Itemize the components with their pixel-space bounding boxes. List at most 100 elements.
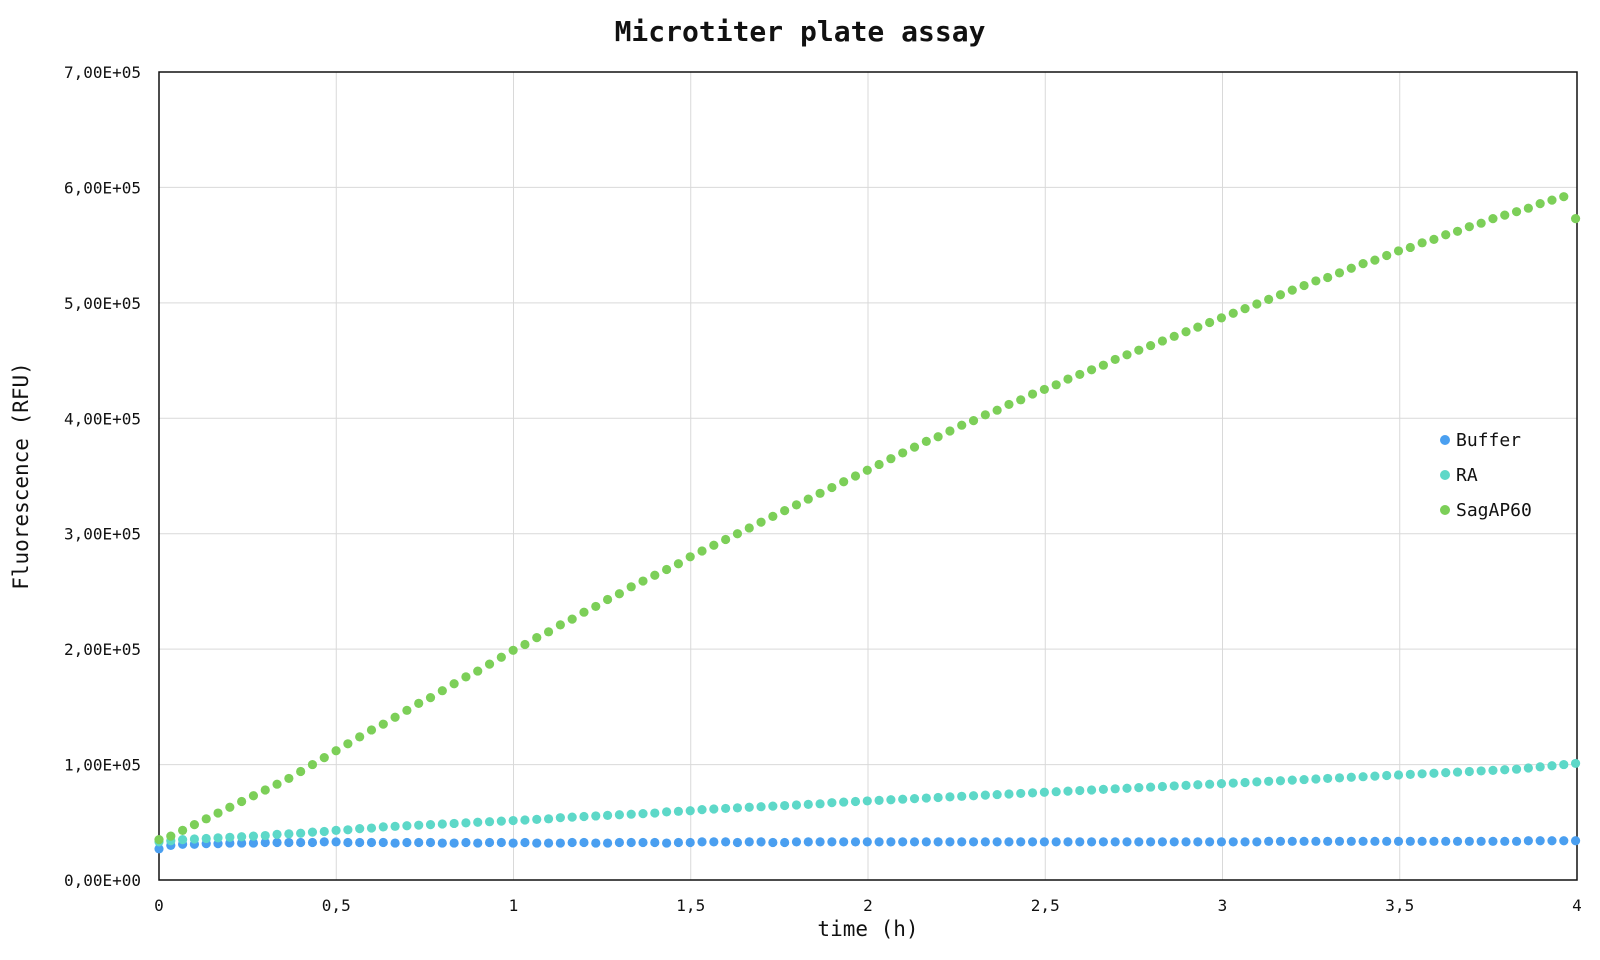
- data-point: [1382, 770, 1392, 781]
- data-point: [602, 810, 613, 820]
- data-point: [1016, 788, 1026, 799]
- data-point: [343, 739, 353, 749]
- data-point: [555, 838, 565, 848]
- data-point: [732, 529, 743, 539]
- data-point: [1016, 837, 1026, 847]
- data-point: [1216, 837, 1227, 847]
- data-point: [768, 511, 778, 521]
- data-point: [756, 802, 766, 812]
- data-point: [1311, 836, 1321, 846]
- data-point: [425, 693, 436, 703]
- data-point: [1216, 313, 1227, 323]
- data-point: [1063, 786, 1073, 796]
- data-point: [225, 802, 235, 812]
- data-point: [1417, 769, 1427, 779]
- data-point: [378, 837, 388, 848]
- data-point: [1299, 280, 1309, 291]
- data-point: [1559, 759, 1569, 770]
- data-point: [1488, 213, 1498, 224]
- data-point: [543, 627, 554, 637]
- data-point: [484, 817, 495, 827]
- data-point: [1511, 764, 1522, 774]
- data-point: [449, 818, 459, 829]
- data-point: [154, 844, 164, 854]
- data-point: [449, 679, 459, 689]
- data-point: [685, 552, 695, 562]
- data-point: [1228, 778, 1238, 788]
- x-tick-label: 0,5: [322, 896, 351, 915]
- data-point: [1299, 836, 1309, 846]
- data-point: [402, 837, 412, 848]
- data-point: [1157, 336, 1168, 346]
- data-point: [1039, 384, 1049, 395]
- data-point: [1323, 272, 1333, 283]
- data-point: [886, 454, 896, 464]
- data-point: [933, 792, 943, 803]
- data-point: [567, 614, 577, 624]
- data-point: [1405, 242, 1415, 253]
- data-point: [425, 819, 436, 830]
- data-point: [957, 420, 967, 430]
- data-point: [1570, 758, 1581, 769]
- data-point: [1051, 787, 1061, 797]
- data-point: [520, 837, 530, 848]
- data-point: [178, 835, 188, 845]
- data-point: [567, 837, 577, 848]
- data-point: [1075, 837, 1085, 847]
- data-point: [1110, 784, 1120, 794]
- data-point: [1205, 317, 1215, 328]
- data-point: [1086, 785, 1097, 795]
- data-point: [780, 800, 790, 811]
- x-tick-label: 2: [863, 896, 873, 915]
- data-point: [945, 792, 955, 802]
- data-point: [1382, 836, 1392, 846]
- data-point: [1346, 772, 1356, 782]
- data-point: [1252, 299, 1262, 309]
- data-point: [1559, 192, 1569, 202]
- data-point: [1252, 837, 1262, 847]
- data-point: [756, 837, 766, 847]
- data-point: [1287, 836, 1297, 846]
- data-point: [248, 838, 259, 848]
- x-tick-label: 0: [154, 896, 164, 915]
- data-point: [980, 790, 990, 800]
- data-point: [1358, 259, 1368, 269]
- data-point: [296, 828, 306, 838]
- data-point: [1370, 255, 1380, 265]
- data-point: [390, 821, 400, 831]
- data-point: [1122, 783, 1132, 793]
- data-point: [933, 432, 943, 442]
- data-point: [744, 802, 754, 812]
- data-point: [1393, 246, 1404, 256]
- data-point: [980, 837, 990, 847]
- x-axis: 0 0,5 1 1,5 2 2,5 3 3,5 4: [154, 896, 1582, 915]
- data-point: [579, 811, 589, 822]
- data-point: [1122, 837, 1132, 847]
- data-point: [1134, 345, 1144, 355]
- y-tick-label: 1,00E+05: [64, 756, 141, 775]
- data-point: [508, 645, 518, 655]
- series-layer: [154, 192, 1581, 854]
- plot-area: [158, 71, 1578, 881]
- data-point: [874, 459, 884, 470]
- data-point: [1027, 837, 1038, 847]
- data-point: [532, 814, 542, 825]
- data-point: [1441, 230, 1451, 240]
- data-point: [461, 672, 471, 682]
- data-point: [1500, 836, 1510, 846]
- data-point: [1216, 779, 1227, 789]
- data-point: [839, 837, 849, 847]
- data-point: [650, 837, 660, 848]
- data-point: [1452, 767, 1463, 777]
- data-point: [945, 426, 955, 436]
- data-point: [260, 830, 270, 841]
- y-axis-label: Fluorescence (RFU): [9, 362, 33, 590]
- data-point: [1547, 195, 1557, 205]
- grid: [158, 71, 1578, 881]
- data-point: [178, 825, 188, 835]
- x-tick-label: 2,5: [1031, 896, 1060, 915]
- data-point: [992, 837, 1002, 847]
- data-point: [1500, 210, 1510, 220]
- data-point: [296, 766, 306, 777]
- series-sagap60: [154, 192, 1581, 845]
